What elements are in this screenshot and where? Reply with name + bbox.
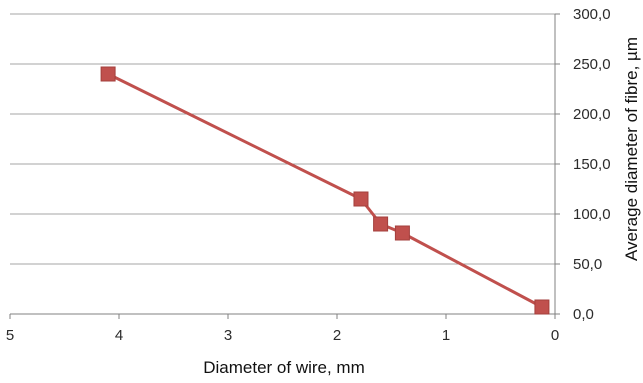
y-axis-title: Average diameter of fibre, µm — [622, 37, 641, 261]
axes — [9, 13, 560, 319]
y-tick-label: 100,0 — [573, 206, 611, 223]
y-tick-label: 50,0 — [573, 256, 602, 273]
series-layer — [100, 66, 550, 315]
data-point-marker — [394, 225, 410, 241]
data-point-marker — [100, 66, 116, 82]
x-tick-label: 0 — [551, 327, 559, 344]
y-tick-label: 0,0 — [573, 306, 594, 323]
x-tick-label: 2 — [333, 327, 341, 344]
y-tick-label: 300,0 — [573, 6, 611, 23]
data-point-marker — [353, 191, 369, 207]
tick-labels: 0,0 50,0 100,0 150,0 200,0 250,0 300,0 5 4 3 2 1 0 — [6, 6, 611, 344]
series-line — [107, 72, 543, 309]
y-tick-label: 250,0 — [573, 56, 611, 73]
x-tick-label: 5 — [6, 327, 14, 344]
data-point-marker — [373, 216, 389, 232]
y-tick-label: 200,0 — [573, 106, 611, 123]
x-tick-label: 4 — [115, 327, 123, 344]
x-tick-label: 1 — [442, 327, 450, 344]
x-tick-label: 3 — [224, 327, 232, 344]
gridlines — [10, 13, 555, 265]
data-point-marker — [534, 299, 550, 315]
x-axis-title: Diameter of wire, mm — [203, 358, 365, 377]
y-tick-label: 150,0 — [573, 156, 611, 173]
